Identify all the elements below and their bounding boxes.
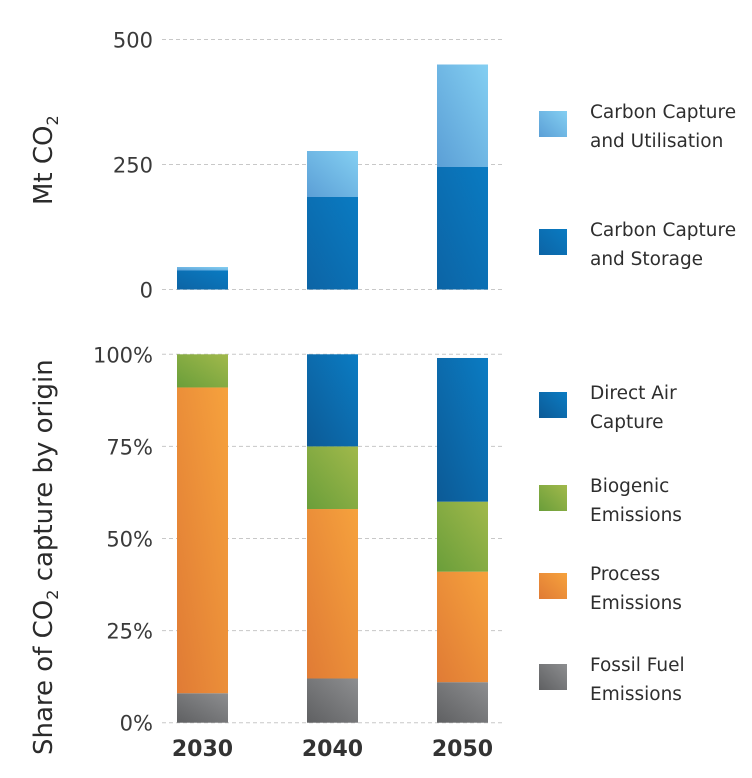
bottom-y-tick-label: 0% [120,712,153,736]
bottom-chart: 0% 25% 50% 75% 100% Share of CO2 capture by … [29,343,685,762]
legend-swatch-carbon-capture-and-utilisation [539,111,567,137]
bottom-bar-2030-process-emissions [177,387,228,694]
top-bars [177,64,488,290]
bottom-y-axis-label-sub: 2 [43,590,62,600]
x-category-label-2030: 2030 [172,737,233,762]
top-y-tick-label: 500 [113,29,153,53]
top-y-axis-label: Mt CO2 [29,115,62,205]
top-bar-2050-carbon-capture-and-utilisation [437,64,488,167]
bottom-bar-2050-fossil-fuel-emissions [437,682,488,723]
bottom-y-tick-label: 25% [106,620,153,644]
bottom-y-tick-label: 75% [106,435,153,459]
bottom-bars [177,354,488,723]
top-y-tick-label: 250 [113,154,153,178]
bottom-y-axis-label-post: capture by origin [29,359,59,589]
top-y-ticks: 0 250 500 [113,29,153,303]
top-chart: 0 250 500 Mt CO2 Carbon Capture and Storage… [29,29,736,303]
legend-label-fossil-fuel-emissions: Fossil Fuel Emissions [590,655,685,705]
top-y-axis-label-main: Mt CO [29,125,59,205]
top-y-tick-label: 0 [140,279,153,303]
x-axis-categories: 2030 2040 2050 [172,737,493,762]
bottom-y-tick-label: 50% [106,528,153,552]
legend-swatch-process-emissions [539,573,567,599]
legend-swatch-direct-air-capture [539,392,567,418]
legend-label-process-emissions: Process Emissions [590,564,682,614]
bottom-bar-2040-process-emissions [307,509,358,679]
bottom-bar-2040-direct-air-capture [307,354,358,447]
bottom-bar-2050-direct-air-capture [437,357,488,502]
x-category-label-2040: 2040 [302,737,363,762]
bottom-legend: Fossil Fuel Emissions Process Emissions Biog… [539,383,685,705]
top-bar-2040-carbon-capture-and-storage [307,197,358,290]
top-legend: Carbon Capture and Storage Carbon Capture a… [539,102,736,270]
bottom-bar-2050-biogenic-emissions [437,501,488,572]
top-bar-2040-carbon-capture-and-utilisation [307,151,358,197]
legend-swatch-biogenic-emissions [539,485,567,511]
bottom-y-axis-label-pre: Share of CO [29,600,59,755]
bottom-y-axis-label: Share of CO2 capture by origin [29,359,62,755]
bottom-bar-2050-process-emissions [437,571,488,683]
bottom-y-tick-label: 100% [93,343,153,367]
legend-swatch-carbon-capture-and-storage [539,229,567,255]
legend-label-biogenic-emissions: Biogenic Emissions [590,476,682,526]
bottom-bar-2030-fossil-fuel-emissions [177,693,228,723]
top-bar-2030-carbon-capture-and-storage [177,270,228,290]
bottom-bar-2040-biogenic-emissions [307,446,358,510]
bottom-y-ticks: 0% 25% 50% 75% 100% [93,343,153,735]
x-category-label-2050: 2050 [432,737,493,762]
bottom-bar-2040-fossil-fuel-emissions [307,678,358,723]
legend-swatch-fossil-fuel-emissions [539,664,567,690]
legend-label-carbon-capture-and-storage: Carbon Capture and Storage [590,220,736,270]
legend-label-carbon-capture-and-utilisation: Carbon Capture and Utilisation [590,102,736,152]
bottom-bar-2030-biogenic-emissions [177,354,228,388]
top-bar-2030-carbon-capture-and-utilisation [177,267,228,271]
top-bar-2050-carbon-capture-and-storage [437,167,488,290]
top-y-axis-label-sub: 2 [43,115,62,125]
legend-label-direct-air-capture: Direct Air Capture [590,383,677,433]
